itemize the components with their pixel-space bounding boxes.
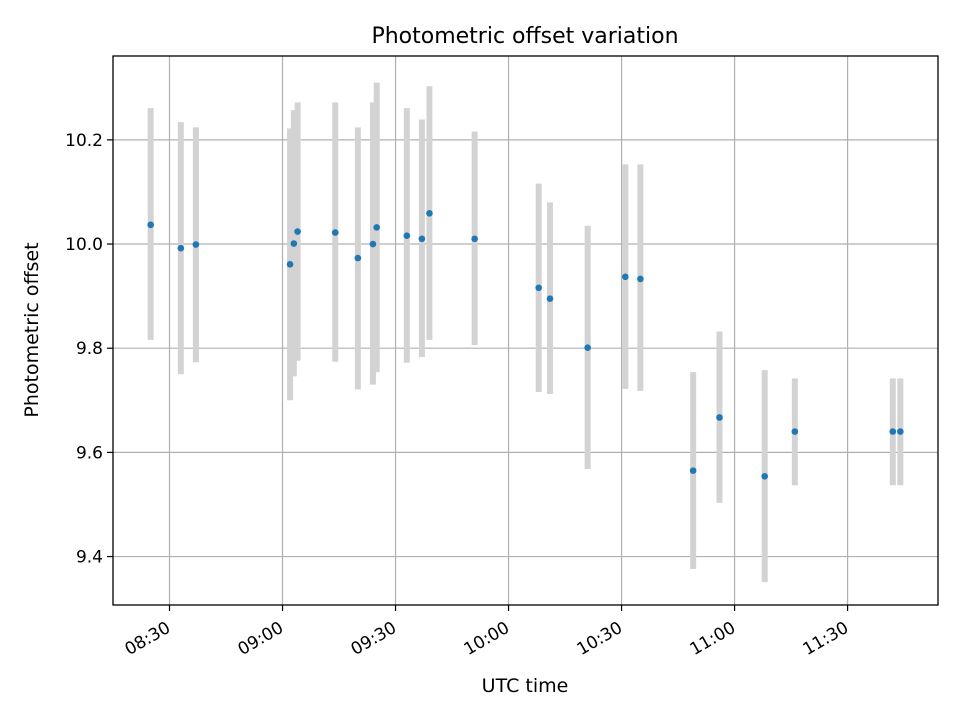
chart-title: Photometric offset variation (371, 24, 678, 49)
plot-area-background (113, 56, 938, 605)
data-point (689, 467, 697, 474)
data-point (791, 428, 799, 435)
data-point (584, 344, 591, 351)
data-point (897, 428, 904, 435)
data-point (290, 240, 298, 247)
x-axis-label: UTC time (482, 675, 569, 697)
data-point (294, 228, 301, 235)
data-point (637, 275, 644, 283)
data-point (471, 235, 478, 243)
y-tick-label: 10.2 (65, 131, 103, 151)
y-tick-label: 10.0 (65, 235, 103, 255)
data-point (716, 414, 723, 421)
data-point (331, 229, 339, 236)
data-point (426, 210, 433, 217)
data-point (546, 295, 554, 303)
data-point (761, 473, 769, 480)
data-point (354, 254, 362, 262)
data-point (622, 273, 629, 281)
data-point (535, 284, 542, 292)
axes-frame (112, 55, 939, 606)
data-point (403, 232, 411, 240)
data-point (418, 235, 426, 243)
data-point (147, 221, 154, 229)
y-tick-label: 9.8 (76, 339, 103, 359)
data-point (373, 224, 380, 231)
y-tick-label: 9.4 (76, 548, 103, 568)
y-tick-label: 9.6 (76, 443, 103, 463)
data-point (369, 240, 377, 248)
y-axis-ticks: 9.4 9.6 9.8 10.0 10.2 (65, 131, 113, 568)
data-point (286, 261, 294, 268)
data-point (177, 244, 185, 252)
grid (113, 56, 938, 605)
data-points (147, 210, 904, 480)
data-point (889, 428, 897, 435)
y-axis-label: Photometric offset (21, 242, 43, 417)
data-point (192, 241, 200, 248)
